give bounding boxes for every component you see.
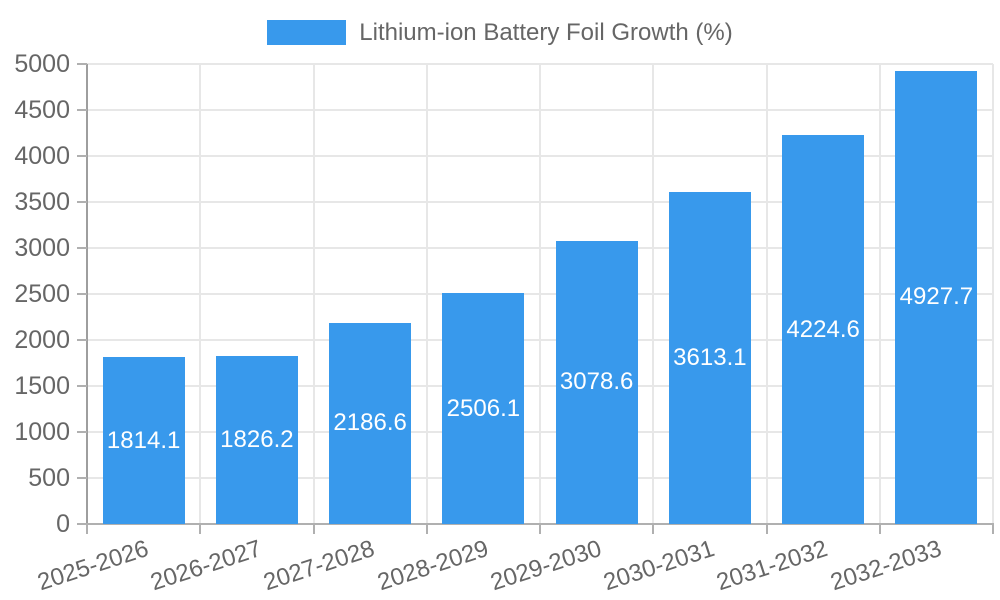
x-axis-category-label: 2028-2029 (373, 535, 492, 597)
bar-2026-2027[interactable]: 1826.2 (215, 355, 298, 524)
x-tick-mark (312, 523, 315, 534)
y-axis-tick-label: 3500 (14, 188, 70, 216)
gridline-vertical (652, 64, 655, 524)
bar-2031-2032[interactable]: 4224.6 (782, 135, 865, 524)
y-axis-tick-label: 1000 (14, 418, 70, 446)
x-axis-category-label: 2031-2032 (713, 535, 832, 597)
gridline-vertical (539, 64, 541, 524)
y-axis-tick-label: 3000 (14, 234, 70, 262)
y-tick-mark (77, 477, 87, 479)
y-axis-tick-label: 5000 (14, 50, 70, 78)
x-tick-mark (539, 523, 541, 534)
bar-value-label: 4927.7 (899, 283, 974, 311)
x-axis-category-label: 2027-2028 (260, 535, 379, 597)
x-axis-category-label: 2026-2027 (147, 535, 265, 597)
gridline-vertical (992, 64, 994, 524)
gridline-vertical (765, 64, 768, 524)
gridline-vertical (312, 64, 315, 524)
gridline-vertical (425, 64, 428, 524)
gridline-vertical (878, 64, 881, 524)
y-tick-mark (77, 431, 87, 433)
y-axis-tick-label: 1500 (14, 372, 70, 400)
bar-value-label: 3078.6 (559, 368, 634, 396)
x-tick-mark (765, 523, 768, 534)
y-axis-tick-label: 2500 (14, 280, 70, 308)
y-tick-mark (77, 339, 87, 341)
gridline-vertical (199, 64, 202, 524)
y-tick-mark (77, 385, 87, 387)
bar-2029-2030[interactable]: 3078.6 (555, 240, 638, 524)
y-axis-tick-label: 2000 (14, 326, 70, 354)
bar-2030-2031[interactable]: 3613.1 (668, 191, 751, 524)
y-tick-mark (77, 201, 87, 203)
y-axis-tick-label: 0 (56, 510, 70, 538)
bar-value-label: 4224.6 (786, 315, 860, 343)
bar-value-label: 1826.2 (220, 425, 294, 453)
y-tick-mark (77, 247, 87, 249)
bar-value-label: 3613.1 (673, 343, 747, 371)
y-axis-tick-label: 4000 (14, 142, 70, 170)
x-tick-mark (878, 523, 881, 534)
y-tick-mark (77, 109, 87, 111)
bar-value-label: 1814.1 (106, 426, 181, 454)
y-tick-mark (77, 155, 87, 157)
bar-2028-2029[interactable]: 2506.1 (442, 293, 525, 524)
bar-2032-2033[interactable]: 4927.7 (895, 70, 978, 524)
x-axis-category-label: 2029-2030 (487, 535, 605, 597)
x-tick-mark (652, 523, 655, 534)
x-tick-mark (992, 523, 994, 534)
x-tick-mark (86, 523, 88, 534)
y-tick-mark (77, 63, 87, 65)
y-axis-tick-label: 500 (28, 464, 70, 492)
legend-item[interactable]: Lithium-ion Battery Foil Growth (%) (0, 19, 1000, 46)
x-axis-category-label: 2030-2031 (600, 535, 718, 597)
x-tick-mark (199, 523, 202, 534)
x-tick-mark (425, 523, 428, 534)
x-axis-category-label: 2025-2026 (34, 535, 152, 597)
bar-2027-2028[interactable]: 2186.6 (329, 322, 412, 524)
y-axis-line (86, 64, 88, 526)
x-axis-category-label: 2032-2033 (826, 535, 945, 597)
y-tick-mark (77, 293, 87, 295)
legend-series-label: Lithium-ion Battery Foil Growth (%) (359, 18, 733, 46)
bar-value-label: 2186.6 (333, 409, 407, 437)
legend-swatch (267, 20, 347, 45)
bar-2025-2026[interactable]: 1814.1 (102, 357, 185, 524)
bar-value-label: 2506.1 (446, 394, 521, 422)
y-axis-tick-label: 4500 (14, 96, 70, 124)
y-tick-mark (77, 523, 87, 525)
